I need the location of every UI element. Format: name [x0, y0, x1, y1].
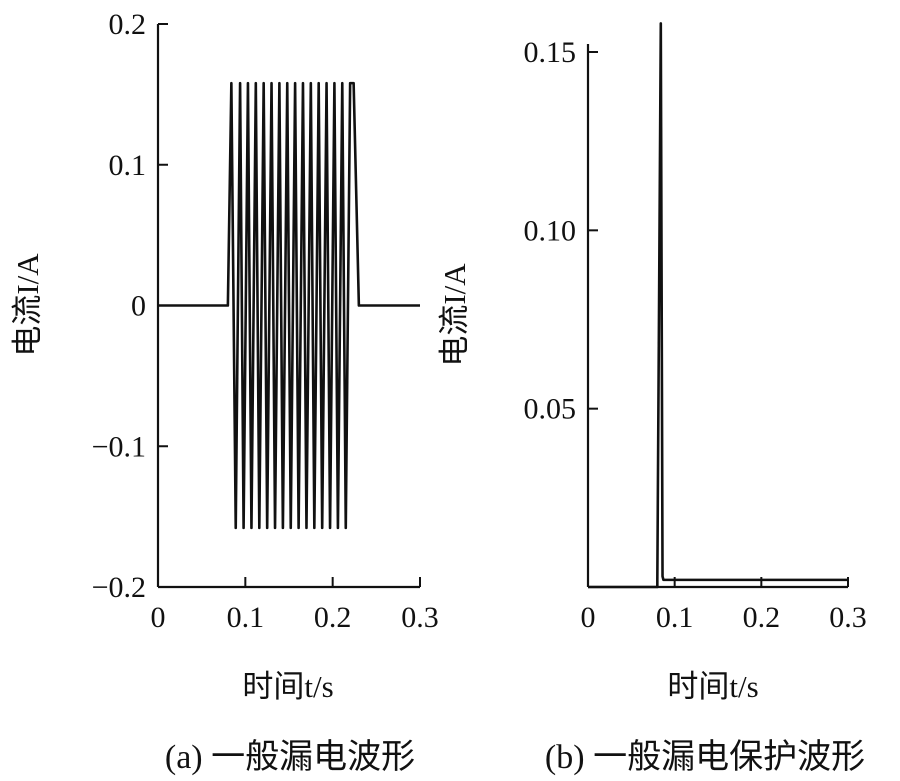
chart-b-caption: (b) 一般漏电保护波形: [545, 738, 865, 776]
chart-a-x-tick-label: 0.3: [401, 601, 439, 634]
chart-b-x-tick-label: 0.2: [743, 601, 781, 634]
chart-a-x-tick-label: 0.1: [227, 601, 265, 634]
chart-a-y-tick-label: −0.1: [92, 430, 146, 463]
chart-b-ylabel: 电流I/A: [437, 263, 472, 367]
chart-b-ticks: 0 0.1 0.2 0.3 0.15 0.10 0.05: [524, 36, 867, 634]
chart-b-y-tick-label: 0.10: [524, 214, 577, 247]
chart-b-y-tick-label: 0.15: [524, 36, 577, 69]
chart-a-series: [158, 81, 420, 530]
chart-a-x-tick-label: 0: [151, 601, 166, 634]
chart-b-series-line: [588, 22, 848, 589]
chart-a-ylabel: 电流I/A: [10, 253, 45, 357]
chart-a-y-tick-label: −0.2: [92, 571, 146, 604]
chart-b-xlabel: 时间t/s: [667, 669, 758, 704]
chart-b-x-tick-label: 0.3: [829, 601, 867, 634]
chart-a-series-line: [158, 81, 420, 530]
chart-b-y-tick-label: 0.05: [524, 393, 577, 426]
chart-a-y-tick-label: 0: [131, 290, 146, 323]
chart-a-x-tick-label: 0.2: [314, 601, 352, 634]
chart-b-series: [588, 22, 848, 589]
chart-panel-b: 0 0.1 0.2 0.3 0.15 0.10 0.05 电流I/A 时间t/s (b) 一…: [437, 22, 867, 776]
chart-a-y-tick-label: 0.1: [109, 149, 147, 182]
chart-b-axes: [586, 44, 848, 589]
chart-a-xlabel: 时间t/s: [242, 669, 333, 704]
chart-a-ticks: 0 0.1 0.2 0.3 0.2 0.1 0 −0.1 −0.2: [92, 8, 439, 634]
chart-panel-a: 0 0.1 0.2 0.3 0.2 0.1 0 −0.1 −0.2 电流I/A 时间t/s (a…: [10, 8, 439, 776]
chart-a-caption: (a) 一般漏电波形: [165, 738, 415, 776]
chart-a-y-tick-label: 0.2: [109, 8, 147, 41]
chart-b-x-tick-label: 0.1: [656, 601, 694, 634]
chart-b-x-tick-label: 0: [581, 601, 596, 634]
